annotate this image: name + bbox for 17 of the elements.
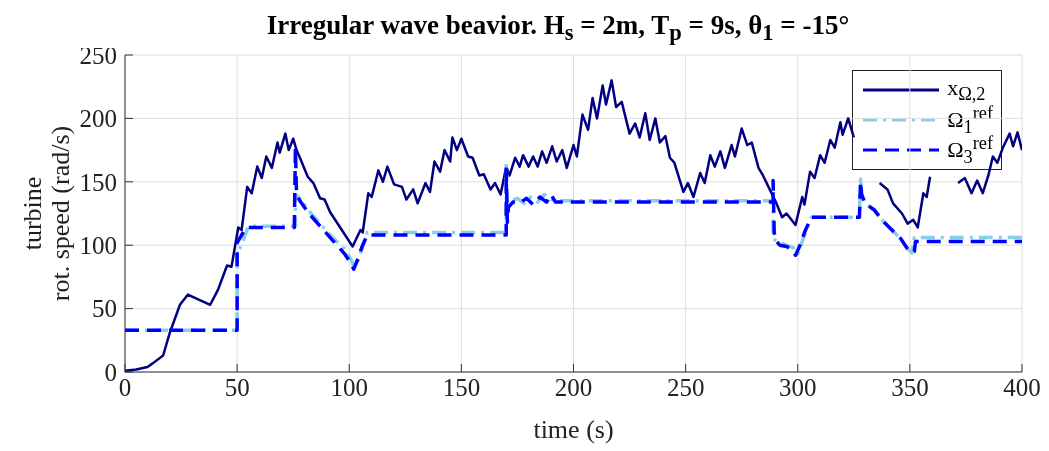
x-tick-label: 350 xyxy=(891,373,929,401)
y-axis-title: turbine rot. speed (rad/s) xyxy=(18,125,75,302)
x-tick-label: 150 xyxy=(442,373,481,401)
y-tick-label: 50 xyxy=(92,295,117,323)
y-tick-label: 200 xyxy=(79,105,117,133)
x-tick-label: 300 xyxy=(779,373,817,401)
x-axis-title: time (s) xyxy=(533,415,614,444)
y-tick-label: 250 xyxy=(79,41,117,69)
x-tick-label: 50 xyxy=(224,373,250,401)
x-tick-label: 400 xyxy=(1003,373,1041,401)
x-tick-label: 200 xyxy=(554,373,593,401)
legend-label: x$_{Ω,2}$ xyxy=(947,74,986,105)
y-tick-label: 150 xyxy=(79,168,117,196)
chart-title: Irregular wave beavior. H$_{s}$ = 2m, T$_{p}$ = 9s, θ$_{1}$ = -15° xyxy=(266,10,850,46)
y-tick-label: 100 xyxy=(79,232,117,260)
x-tick-label: 250 xyxy=(666,373,705,401)
x-tick-label: 100 xyxy=(330,373,368,401)
